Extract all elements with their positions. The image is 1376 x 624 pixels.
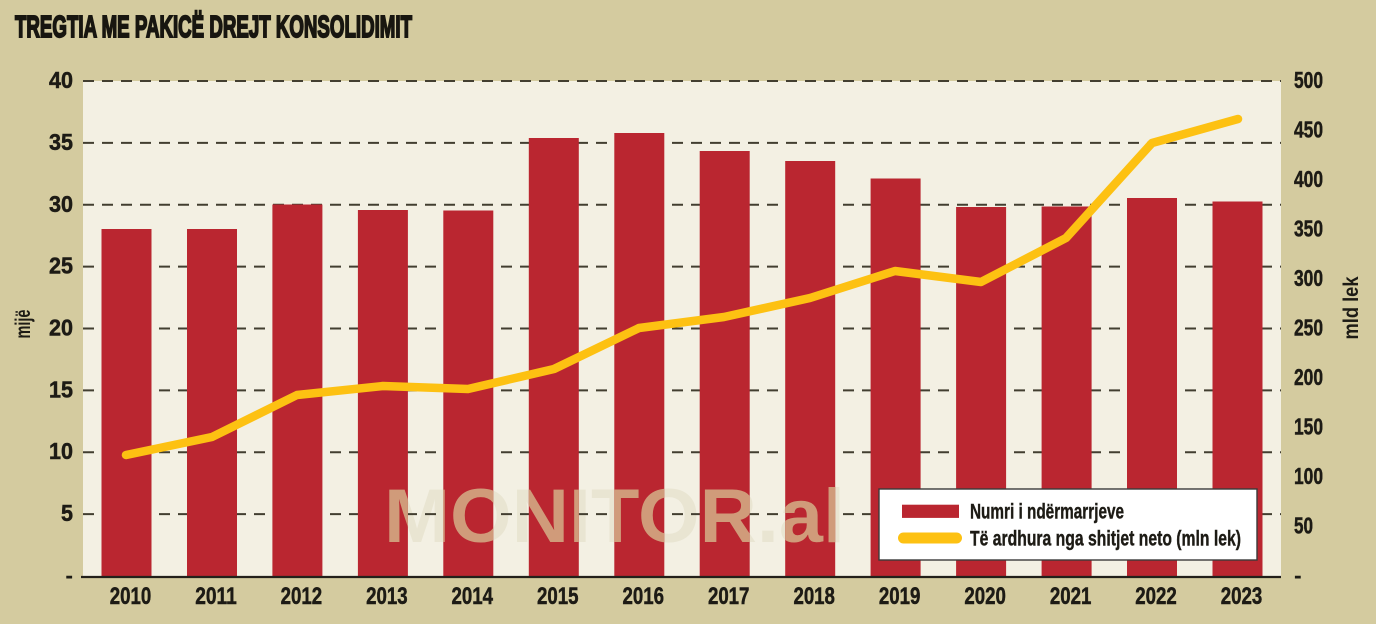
- svg-text:500: 500: [1294, 67, 1323, 93]
- svg-text:2010: 2010: [110, 584, 152, 610]
- svg-text:2019: 2019: [879, 584, 921, 610]
- svg-text:10: 10: [49, 438, 73, 464]
- svg-text:TREGTIA ME PAKICË DREJT KONSOL: TREGTIA ME PAKICË DREJT KONSOLIDIMIT: [15, 10, 412, 44]
- svg-text:mijë: mijë: [12, 310, 35, 339]
- svg-text:35: 35: [49, 129, 73, 155]
- svg-text:15: 15: [49, 376, 73, 402]
- svg-text:-: -: [1294, 562, 1302, 588]
- svg-text:2021: 2021: [1050, 584, 1092, 610]
- svg-text:2013: 2013: [366, 584, 408, 610]
- svg-text:300: 300: [1294, 265, 1323, 291]
- svg-text:5: 5: [61, 500, 73, 526]
- svg-text:2020: 2020: [964, 584, 1006, 610]
- svg-text:mld lek: mld lek: [1340, 276, 1363, 339]
- svg-text:150: 150: [1294, 414, 1323, 440]
- svg-text:2018: 2018: [793, 584, 835, 610]
- svg-text:200: 200: [1294, 364, 1323, 390]
- svg-text:25: 25: [49, 253, 73, 279]
- svg-text:Numri i ndërmarrjeve: Numri i ndërmarrjeve: [970, 501, 1124, 524]
- svg-text:450: 450: [1294, 117, 1323, 143]
- svg-text:2014: 2014: [452, 584, 494, 610]
- svg-text:50: 50: [1294, 513, 1313, 539]
- svg-text:2022: 2022: [1135, 584, 1177, 610]
- svg-text:2011: 2011: [195, 584, 237, 610]
- svg-text:30: 30: [49, 191, 73, 217]
- svg-text:2012: 2012: [281, 584, 323, 610]
- svg-text:2016: 2016: [623, 584, 665, 610]
- svg-text:250: 250: [1294, 315, 1323, 341]
- svg-text:40: 40: [49, 67, 73, 93]
- svg-text:400: 400: [1294, 166, 1323, 192]
- svg-text:-: -: [65, 562, 73, 588]
- svg-text:2015: 2015: [537, 584, 579, 610]
- svg-text:350: 350: [1294, 216, 1323, 242]
- svg-text:20: 20: [49, 315, 73, 341]
- svg-text:2017: 2017: [708, 584, 750, 610]
- svg-text:Të ardhura nga shitjet neto (m: Të ardhura nga shitjet neto (mln lek): [970, 528, 1241, 551]
- svg-text:100: 100: [1294, 463, 1323, 489]
- svg-text:2023: 2023: [1221, 584, 1263, 610]
